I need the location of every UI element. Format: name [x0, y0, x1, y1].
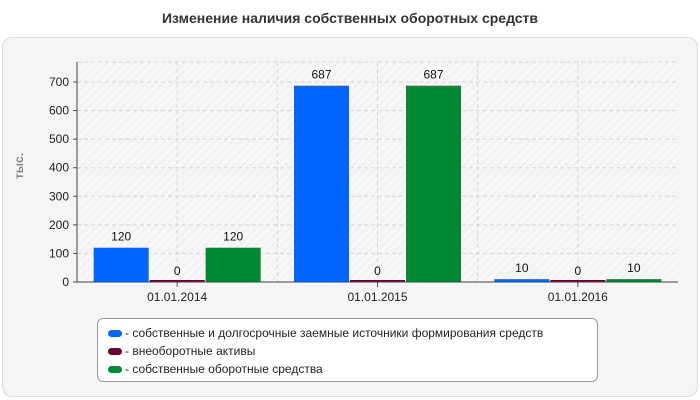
labels: 0100200300400500600700120012001.01.20146…: [49, 68, 641, 304]
y-tick-label: 400: [49, 161, 69, 175]
y-tick-label: 0: [62, 275, 69, 289]
legend-swatch: [108, 329, 122, 337]
chart-legend: - собственные и долгосрочные заемные ист…: [97, 318, 598, 382]
data-label: 120: [223, 230, 243, 244]
data-label: 0: [574, 264, 581, 278]
bar: [93, 247, 149, 282]
legend-item-noncurrent-assets: - внеоборотные активы: [108, 342, 597, 360]
data-label: 120: [111, 230, 131, 244]
x-tick-label: 01.01.2014: [147, 290, 207, 304]
data-label: 0: [174, 264, 181, 278]
legend-label: - внеоборотные активы: [125, 344, 256, 358]
data-label: 0: [374, 264, 381, 278]
data-label: 687: [423, 68, 443, 82]
bar: [406, 85, 461, 282]
bars: [93, 85, 662, 282]
y-tick-label: 200: [49, 218, 69, 232]
bar-zero-marker: [149, 280, 205, 282]
x-tick-label: 01.01.2015: [347, 290, 407, 304]
plot-area: [77, 62, 678, 282]
y-tick-label: 100: [49, 246, 69, 260]
legend-item-working-capital: - собственные оборотные средства: [108, 360, 597, 378]
y-tick-label: 700: [49, 75, 69, 89]
bar-zero-marker: [350, 280, 405, 282]
data-label: 10: [627, 261, 641, 275]
y-tick-label: 500: [49, 132, 69, 146]
y-tick-label: 300: [49, 189, 69, 203]
bar-zero-marker: [550, 280, 606, 282]
legend-item-sources: - собственные и долгосрочные заемные ист…: [108, 324, 597, 342]
legend-label: - собственные и долгосрочные заемные ист…: [125, 326, 544, 340]
bar: [494, 279, 550, 282]
grid-lines: [77, 61, 678, 282]
legend-swatch: [108, 365, 122, 373]
axes: [73, 62, 678, 287]
y-axis-label: тыс.: [12, 153, 26, 179]
bar: [294, 85, 349, 282]
y-tick-label: 600: [49, 104, 69, 118]
data-label: 687: [311, 68, 331, 82]
bar: [205, 247, 261, 282]
data-label: 10: [515, 261, 529, 275]
bar: [606, 279, 662, 282]
x-tick-label: 01.01.2016: [548, 290, 608, 304]
legend-swatch: [108, 347, 122, 355]
chart-title: Изменение наличия собственных оборотных …: [161, 10, 539, 26]
legend-label: - собственные оборотные средства: [125, 362, 323, 376]
